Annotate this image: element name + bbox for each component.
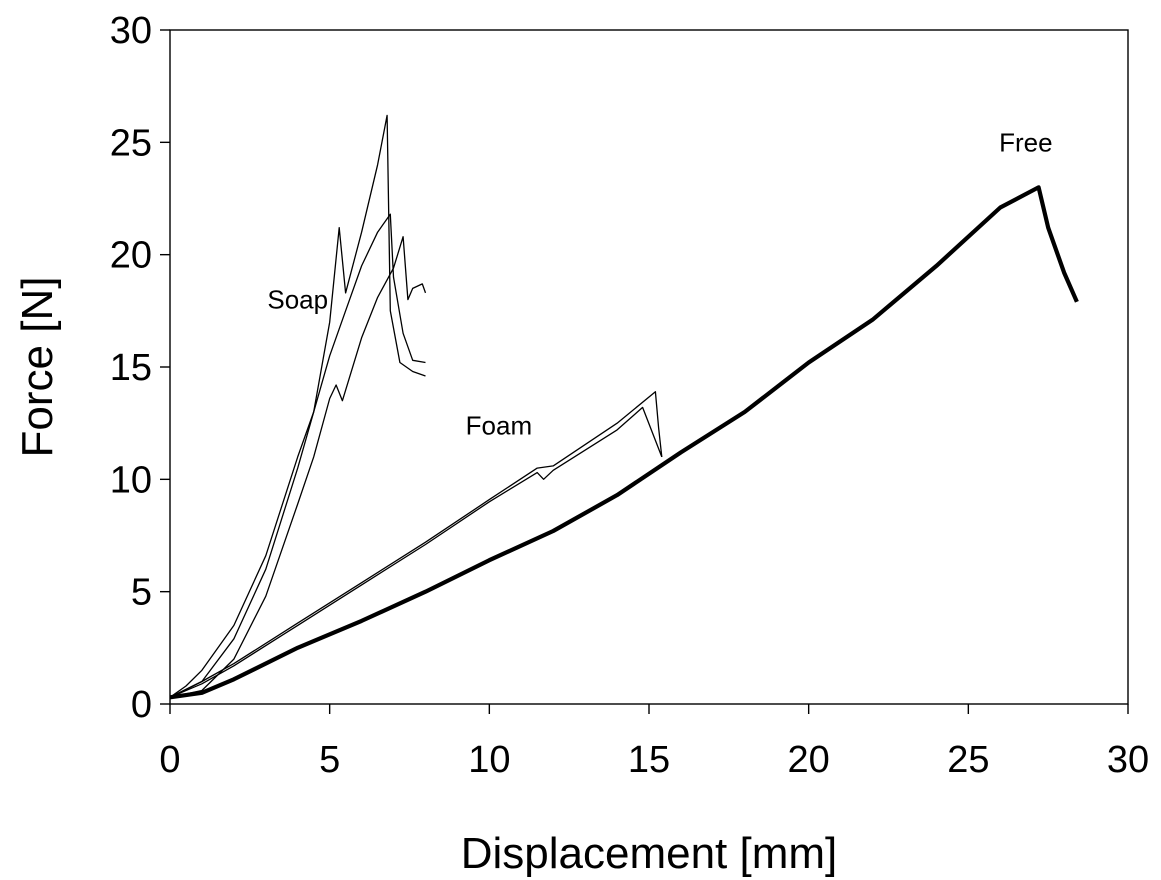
series-line-soap-6: [169, 236, 427, 698]
x-tick-label: 30: [1107, 739, 1149, 781]
y-tick-label: 15: [110, 347, 152, 389]
y-tick-label: 30: [110, 10, 152, 52]
y-tick-label: 5: [131, 572, 152, 614]
y-tick-label: 0: [131, 684, 152, 726]
curves-group: [169, 114, 1079, 700]
series-line-free-1: [169, 185, 1079, 700]
annotation-foam: Foam: [466, 410, 532, 440]
y-tick-label: 20: [110, 235, 152, 277]
series-line-soap-4: [169, 114, 426, 698]
y-axis-title: Force [N]: [13, 277, 62, 458]
annotations-group: Soap Foam Free: [267, 127, 1052, 440]
x-tick-label: 25: [947, 739, 989, 781]
x-tick-label: 10: [468, 739, 510, 781]
x-axis-title: Displacement [mm]: [461, 829, 838, 878]
plot-area: [169, 29, 1129, 705]
series-line-foam-3: [169, 406, 663, 698]
ticks-group: 0 5 10 15 20 25 30 0 5 10 15 20 25 30: [110, 10, 1149, 781]
series-line-soap-5: [169, 213, 426, 698]
annotation-free: Free: [999, 127, 1052, 157]
y-tick-label: 25: [110, 122, 152, 164]
y-tick-label: 10: [110, 459, 152, 501]
x-tick-label: 5: [319, 739, 340, 781]
x-tick-label: 15: [628, 739, 670, 781]
x-tick-label: 0: [159, 739, 180, 781]
series-line-foam-2: [169, 391, 663, 698]
x-tick-label: 20: [788, 739, 830, 781]
annotation-soap: Soap: [267, 285, 328, 315]
